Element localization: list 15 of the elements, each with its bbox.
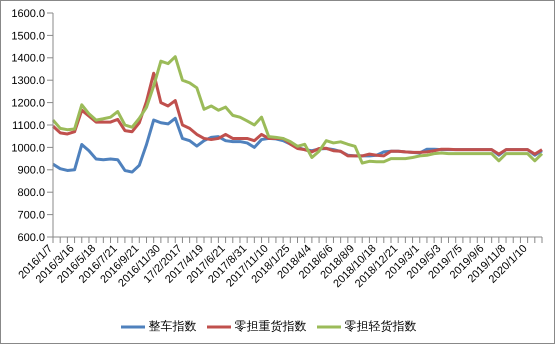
y-tick-label: 1100.0 <box>12 120 45 132</box>
legend-label: 整车指数 <box>148 319 196 334</box>
y-tick-label: 600.0 <box>17 232 45 244</box>
y-tick-label: 700.0 <box>17 210 45 222</box>
y-tick-label: 1000.0 <box>11 142 45 154</box>
legend-label: 零担重货指数 <box>234 319 306 334</box>
y-tick-label: 1300.0 <box>11 75 45 88</box>
line-series <box>52 55 544 165</box>
y-tick-label: 1600.0 <box>11 8 45 20</box>
y-tick-label: 1400.0 <box>11 52 45 65</box>
legend-label: 零担轻货指数 <box>344 319 416 334</box>
y-tick-label: 900.0 <box>17 164 45 177</box>
y-tick-label: 800.0 <box>17 187 45 200</box>
y-tick-label: 1500.0 <box>11 30 45 42</box>
y-tick-label: 1200.0 <box>11 98 45 110</box>
